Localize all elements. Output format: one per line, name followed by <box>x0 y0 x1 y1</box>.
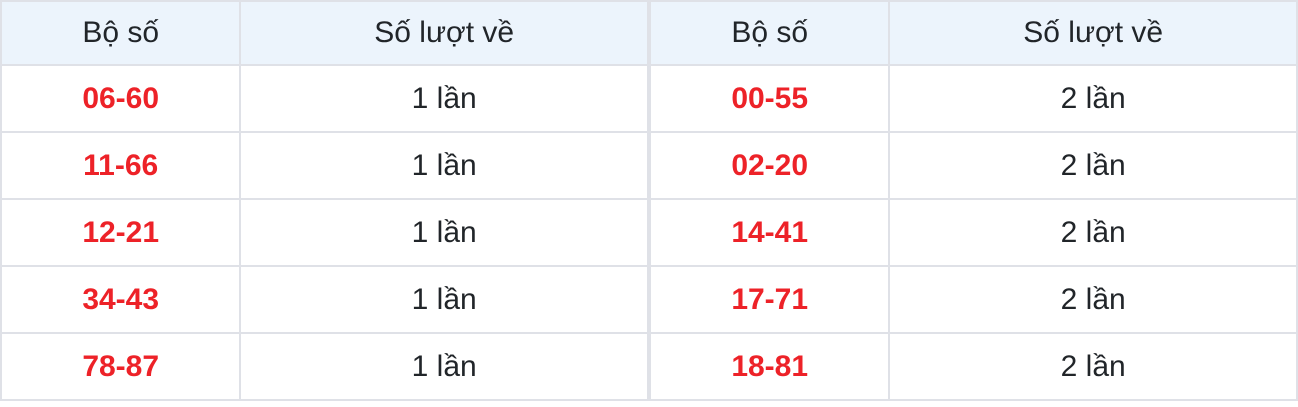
column-header-pair: Bộ số <box>0 0 242 66</box>
count-cell: 1 lần <box>239 332 649 401</box>
table-row: 17-71 2 lần <box>648 265 1298 334</box>
count-cell: 2 lần <box>888 198 1298 267</box>
table-row: 11-66 1 lần <box>0 131 649 200</box>
column-header-count: Số lượt về <box>239 0 649 66</box>
pair-cell: 17-71 <box>648 265 891 334</box>
count-cell: 2 lần <box>888 265 1298 334</box>
table-row: 02-20 2 lần <box>648 131 1298 200</box>
pair-cell: 02-20 <box>648 131 891 200</box>
column-header-count: Số lượt về <box>888 0 1298 66</box>
pair-cell: 18-81 <box>648 332 891 401</box>
table-row: 34-43 1 lần <box>0 265 649 334</box>
pair-cell: 78-87 <box>0 332 242 401</box>
count-cell: 1 lần <box>239 198 649 267</box>
table-row: 18-81 2 lần <box>648 332 1298 401</box>
pair-cell: 11-66 <box>0 131 242 200</box>
pair-cell: 12-21 <box>0 198 242 267</box>
table-row: 78-87 1 lần <box>0 332 649 401</box>
count-cell: 2 lần <box>888 332 1298 401</box>
count-cell: 1 lần <box>239 64 649 133</box>
table-row: 14-41 2 lần <box>648 198 1298 267</box>
pair-frequency-table-left: Bộ số Số lượt về 06-60 1 lần 11-66 1 lần… <box>0 0 649 401</box>
header-row: Bộ số Số lượt về <box>648 0 1298 66</box>
pair-frequency-table-right: Bộ số Số lượt về 00-55 2 lần 02-20 2 lần… <box>648 0 1298 401</box>
table-row: 12-21 1 lần <box>0 198 649 267</box>
count-cell: 2 lần <box>888 131 1298 200</box>
header-row: Bộ số Số lượt về <box>0 0 649 66</box>
pair-cell: 00-55 <box>648 64 891 133</box>
count-cell: 1 lần <box>239 265 649 334</box>
table-row: 00-55 2 lần <box>648 64 1298 133</box>
count-cell: 2 lần <box>888 64 1298 133</box>
pair-cell: 14-41 <box>648 198 891 267</box>
table-row: 06-60 1 lần <box>0 64 649 133</box>
count-cell: 1 lần <box>239 131 649 200</box>
pair-cell: 34-43 <box>0 265 242 334</box>
pair-cell: 06-60 <box>0 64 242 133</box>
column-header-pair: Bộ số <box>648 0 891 66</box>
